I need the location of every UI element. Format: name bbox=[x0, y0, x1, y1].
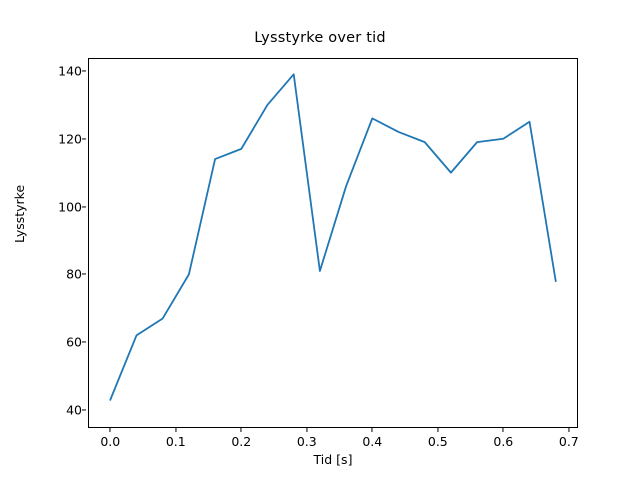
y-axis-label: Lysstyrke bbox=[12, 184, 27, 243]
chart-title: Lysstyrke over tid bbox=[254, 30, 386, 46]
x-tick-mark bbox=[109, 428, 111, 432]
x-tick-mark bbox=[240, 428, 242, 432]
x-tick-label: 0.1 bbox=[165, 434, 186, 449]
y-tick-label: 120 bbox=[58, 131, 82, 147]
x-tick-label: 0.7 bbox=[558, 434, 579, 449]
y-tick-mark bbox=[82, 138, 86, 140]
y-tick-mark bbox=[82, 70, 86, 72]
y-tick-mark bbox=[82, 341, 86, 343]
y-tick-label: 40 bbox=[66, 402, 82, 418]
x-tick-mark bbox=[371, 428, 373, 432]
x-tick-label: 0.4 bbox=[362, 434, 383, 449]
y-tick-label: 140 bbox=[58, 63, 82, 79]
x-tick-mark bbox=[502, 428, 504, 432]
y-tick-label: 80 bbox=[66, 266, 82, 282]
x-tick-label: 0.5 bbox=[427, 434, 448, 449]
x-tick-mark bbox=[437, 428, 439, 432]
x-tick-mark bbox=[175, 428, 177, 432]
plot-axes-frame bbox=[88, 58, 578, 428]
y-tick-label: 100 bbox=[58, 199, 82, 215]
y-tick-label: 60 bbox=[66, 334, 82, 350]
x-tick-label: 0.3 bbox=[296, 434, 317, 449]
y-tick-mark bbox=[82, 409, 86, 411]
y-tick-mark bbox=[82, 205, 86, 208]
x-tick-mark bbox=[306, 428, 308, 432]
x-tick-label: 0.6 bbox=[493, 434, 514, 449]
x-axis-label: Tid [s] bbox=[313, 452, 353, 467]
y-tick-mark bbox=[82, 273, 86, 275]
x-tick-label: 0.2 bbox=[231, 434, 252, 449]
x-tick-mark bbox=[568, 428, 570, 432]
x-tick-label: 0.0 bbox=[100, 434, 121, 449]
